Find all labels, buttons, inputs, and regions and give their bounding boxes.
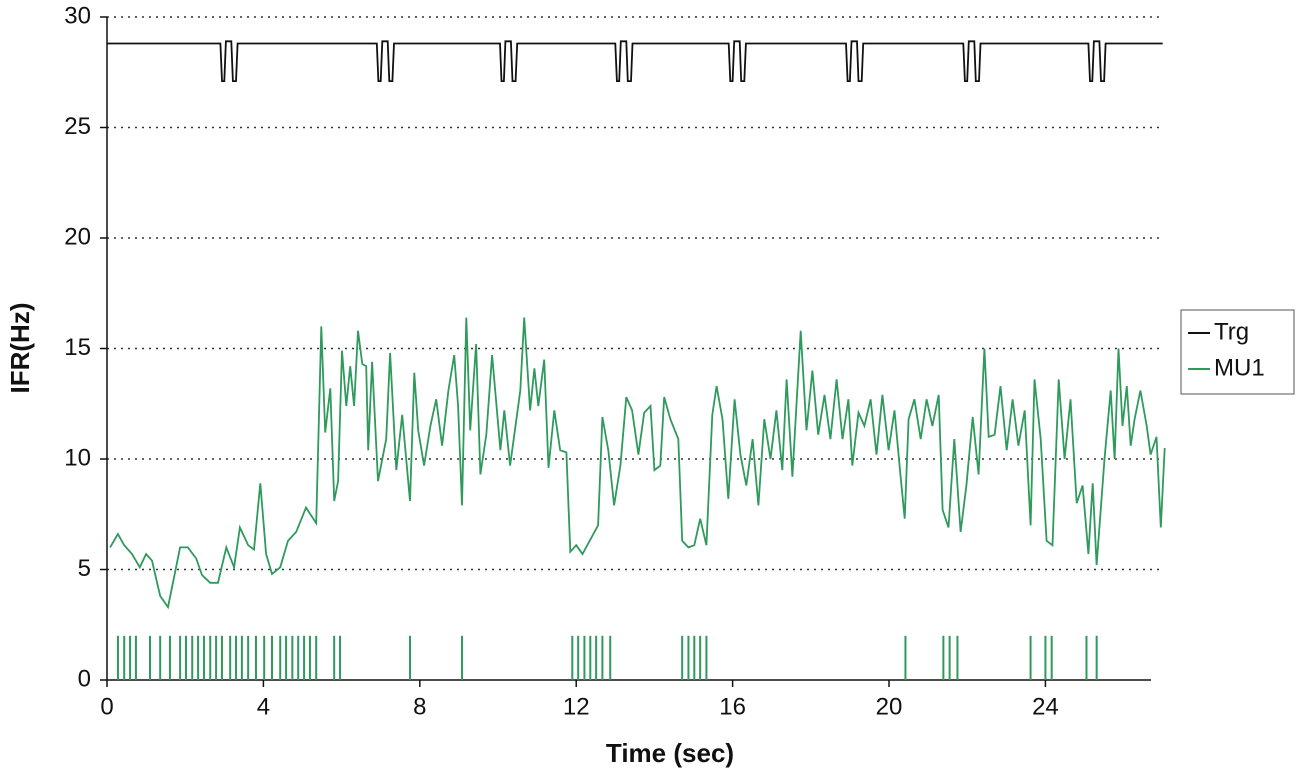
series-line <box>109 317 1166 610</box>
y-tick-label: 15 <box>64 334 91 361</box>
x-tick-label: 4 <box>257 693 270 720</box>
x-tick-label: 0 <box>100 693 113 720</box>
x-tick-label: 24 <box>1032 693 1059 720</box>
y-tick-label: 20 <box>64 223 91 250</box>
series-line <box>107 40 1163 82</box>
x-tick-label: 12 <box>563 693 590 720</box>
legend-box <box>1180 309 1295 395</box>
x-tick-label: 16 <box>719 693 746 720</box>
y-axis-title: IFR(Hz) <box>5 303 35 394</box>
x-axis-title: Time (sec) <box>606 738 734 768</box>
legend-label: MU1 <box>1214 354 1265 381</box>
legend-label: Trg <box>1214 318 1249 345</box>
y-tick-label: 25 <box>64 113 91 140</box>
x-tick-label: 8 <box>413 693 426 720</box>
x-tick-label: 20 <box>876 693 903 720</box>
y-tick-label: 5 <box>78 555 91 582</box>
y-tick-label: 0 <box>78 665 91 692</box>
y-tick-label: 30 <box>64 2 91 29</box>
y-tick-label: 10 <box>64 444 91 471</box>
